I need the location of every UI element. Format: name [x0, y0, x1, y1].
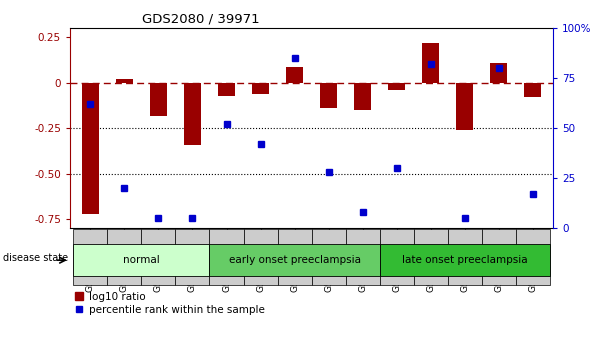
Bar: [490, 63, 507, 83]
Bar: [142, 229, 176, 285]
FancyBboxPatch shape: [210, 244, 379, 276]
FancyBboxPatch shape: [379, 244, 550, 276]
Bar: [524, 83, 541, 97]
Bar: [345, 229, 379, 285]
Bar: [244, 229, 278, 285]
Bar: [74, 229, 108, 285]
Bar: [108, 229, 142, 285]
Bar: [482, 229, 516, 285]
Text: early onset preeclampsia: early onset preeclampsia: [229, 255, 361, 265]
Bar: [379, 229, 413, 285]
Bar: [218, 83, 235, 96]
FancyBboxPatch shape: [74, 244, 210, 276]
Text: GDS2080 / 39971: GDS2080 / 39971: [142, 13, 260, 26]
Bar: [388, 83, 405, 90]
Bar: [116, 79, 133, 83]
Bar: [320, 83, 337, 108]
Bar: [286, 67, 303, 83]
Bar: [447, 229, 482, 285]
Bar: [252, 83, 269, 94]
Bar: [422, 43, 439, 83]
Bar: [516, 229, 550, 285]
Bar: [456, 83, 473, 130]
Bar: [210, 229, 244, 285]
Bar: [354, 83, 371, 110]
Bar: [278, 229, 311, 285]
Bar: [82, 83, 99, 214]
Bar: [150, 83, 167, 116]
Bar: [413, 229, 447, 285]
Legend: log10 ratio, percentile rank within the sample: log10 ratio, percentile rank within the …: [75, 292, 264, 315]
Bar: [311, 229, 345, 285]
Text: normal: normal: [123, 255, 160, 265]
Bar: [184, 83, 201, 145]
Text: late onset preeclampsia: late onset preeclampsia: [402, 255, 528, 265]
Text: disease state: disease state: [3, 253, 68, 263]
Bar: [176, 229, 210, 285]
